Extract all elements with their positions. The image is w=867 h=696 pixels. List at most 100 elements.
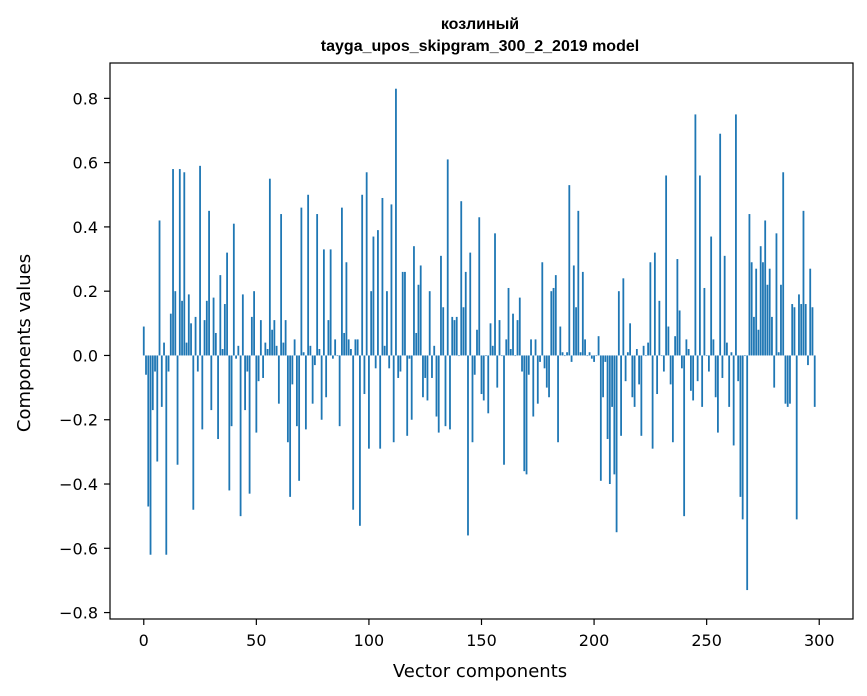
bar-14: [174, 291, 177, 356]
bar-242: [687, 349, 690, 356]
bar-89: [343, 332, 346, 356]
bar-7: [158, 220, 161, 356]
bar-246: [696, 355, 699, 382]
bar-115: [401, 271, 404, 356]
y-tick-label-2: −0.4: [59, 475, 98, 494]
bar-56: [268, 178, 271, 356]
bar-131: [437, 355, 440, 433]
bar-199: [590, 355, 593, 359]
bar-159: [500, 355, 503, 357]
bar-111: [392, 355, 395, 443]
bar-4: [151, 355, 154, 411]
bar-23: [194, 316, 197, 356]
bar-147: [473, 355, 476, 375]
bar-109: [388, 355, 391, 369]
bar-60: [277, 355, 280, 404]
bar-254: [714, 355, 717, 398]
bar-57: [271, 329, 274, 356]
bar-281: [775, 233, 778, 356]
bar-42: [237, 345, 240, 356]
bar-101: [370, 291, 373, 356]
bar-27: [203, 320, 206, 356]
bar-52: [259, 320, 262, 356]
bar-17: [181, 300, 183, 356]
bar-266: [741, 355, 744, 520]
bar-36: [223, 304, 226, 356]
y-axis-ticks: −0.8 −0.6 −0.4 −0.2 0.0 0.2 0.4 0.6 0.8: [59, 89, 110, 623]
bar-148: [476, 329, 478, 356]
bar-31: [212, 297, 215, 356]
bar-163: [509, 349, 512, 356]
bar-214: [624, 355, 627, 382]
x-tick-label-4: 200: [579, 631, 610, 650]
bar-176: [539, 355, 541, 362]
bar-187: [563, 355, 566, 357]
bar-107: [383, 345, 386, 356]
bar-293: [802, 210, 805, 356]
bar-272: [755, 268, 758, 356]
bar-97: [361, 194, 364, 356]
bar-50: [255, 355, 258, 433]
bar-190: [570, 355, 573, 362]
bar-138: [453, 320, 456, 356]
bar-237: [676, 259, 679, 356]
bar-95: [356, 339, 359, 356]
bar-208: [611, 355, 613, 407]
bar-156: [494, 233, 496, 356]
bar-11: [167, 355, 170, 372]
bar-275: [762, 262, 764, 356]
bar-65: [289, 355, 292, 497]
bar-219: [635, 349, 638, 356]
bar-102: [372, 236, 375, 356]
bar-223: [644, 355, 647, 357]
bar-155: [491, 345, 494, 356]
bar-204: [602, 355, 604, 398]
bar-196: [584, 339, 586, 356]
bar-123: [419, 265, 422, 356]
x-tick-label-2: 100: [354, 631, 385, 650]
bar-59: [275, 345, 278, 356]
bar-78: [318, 349, 321, 356]
bar-220: [638, 355, 641, 385]
bar-49: [253, 291, 255, 356]
bar-197: [586, 355, 589, 357]
bar-247: [699, 175, 701, 356]
bar-76: [313, 355, 316, 366]
bar-137: [451, 316, 454, 356]
bar-146: [471, 355, 474, 443]
bar-189: [568, 185, 571, 356]
bar-178: [543, 355, 546, 369]
bar-1: [145, 355, 147, 375]
bar-32: [214, 332, 217, 356]
bar-126: [426, 355, 429, 401]
bar-287: [789, 355, 791, 404]
bar-257: [721, 355, 724, 378]
bar-192: [575, 307, 577, 356]
bar-154: [489, 323, 492, 356]
bar-265: [739, 355, 742, 497]
bar-68: [295, 355, 298, 427]
bar-104: [377, 230, 379, 356]
bar-177: [541, 262, 544, 356]
bar-295: [807, 355, 809, 366]
bar-47: [248, 355, 251, 494]
bar-103: [374, 355, 377, 369]
y-tick-label-7: 0.6: [73, 154, 98, 173]
bar-61: [280, 214, 283, 356]
bar-285: [784, 355, 787, 404]
bar-139: [455, 316, 458, 356]
bar-221: [640, 355, 643, 436]
bar-110: [390, 204, 393, 356]
bar-277: [766, 284, 769, 356]
bar-166: [516, 320, 519, 356]
bar-240: [683, 355, 686, 517]
bar-170: [525, 355, 528, 475]
bar-122: [417, 284, 420, 356]
bar-132: [440, 255, 442, 356]
bar-174: [534, 339, 537, 356]
bar-105: [379, 355, 382, 449]
bar-35: [221, 349, 224, 356]
bar-175: [536, 355, 539, 404]
bar-167: [518, 297, 521, 356]
